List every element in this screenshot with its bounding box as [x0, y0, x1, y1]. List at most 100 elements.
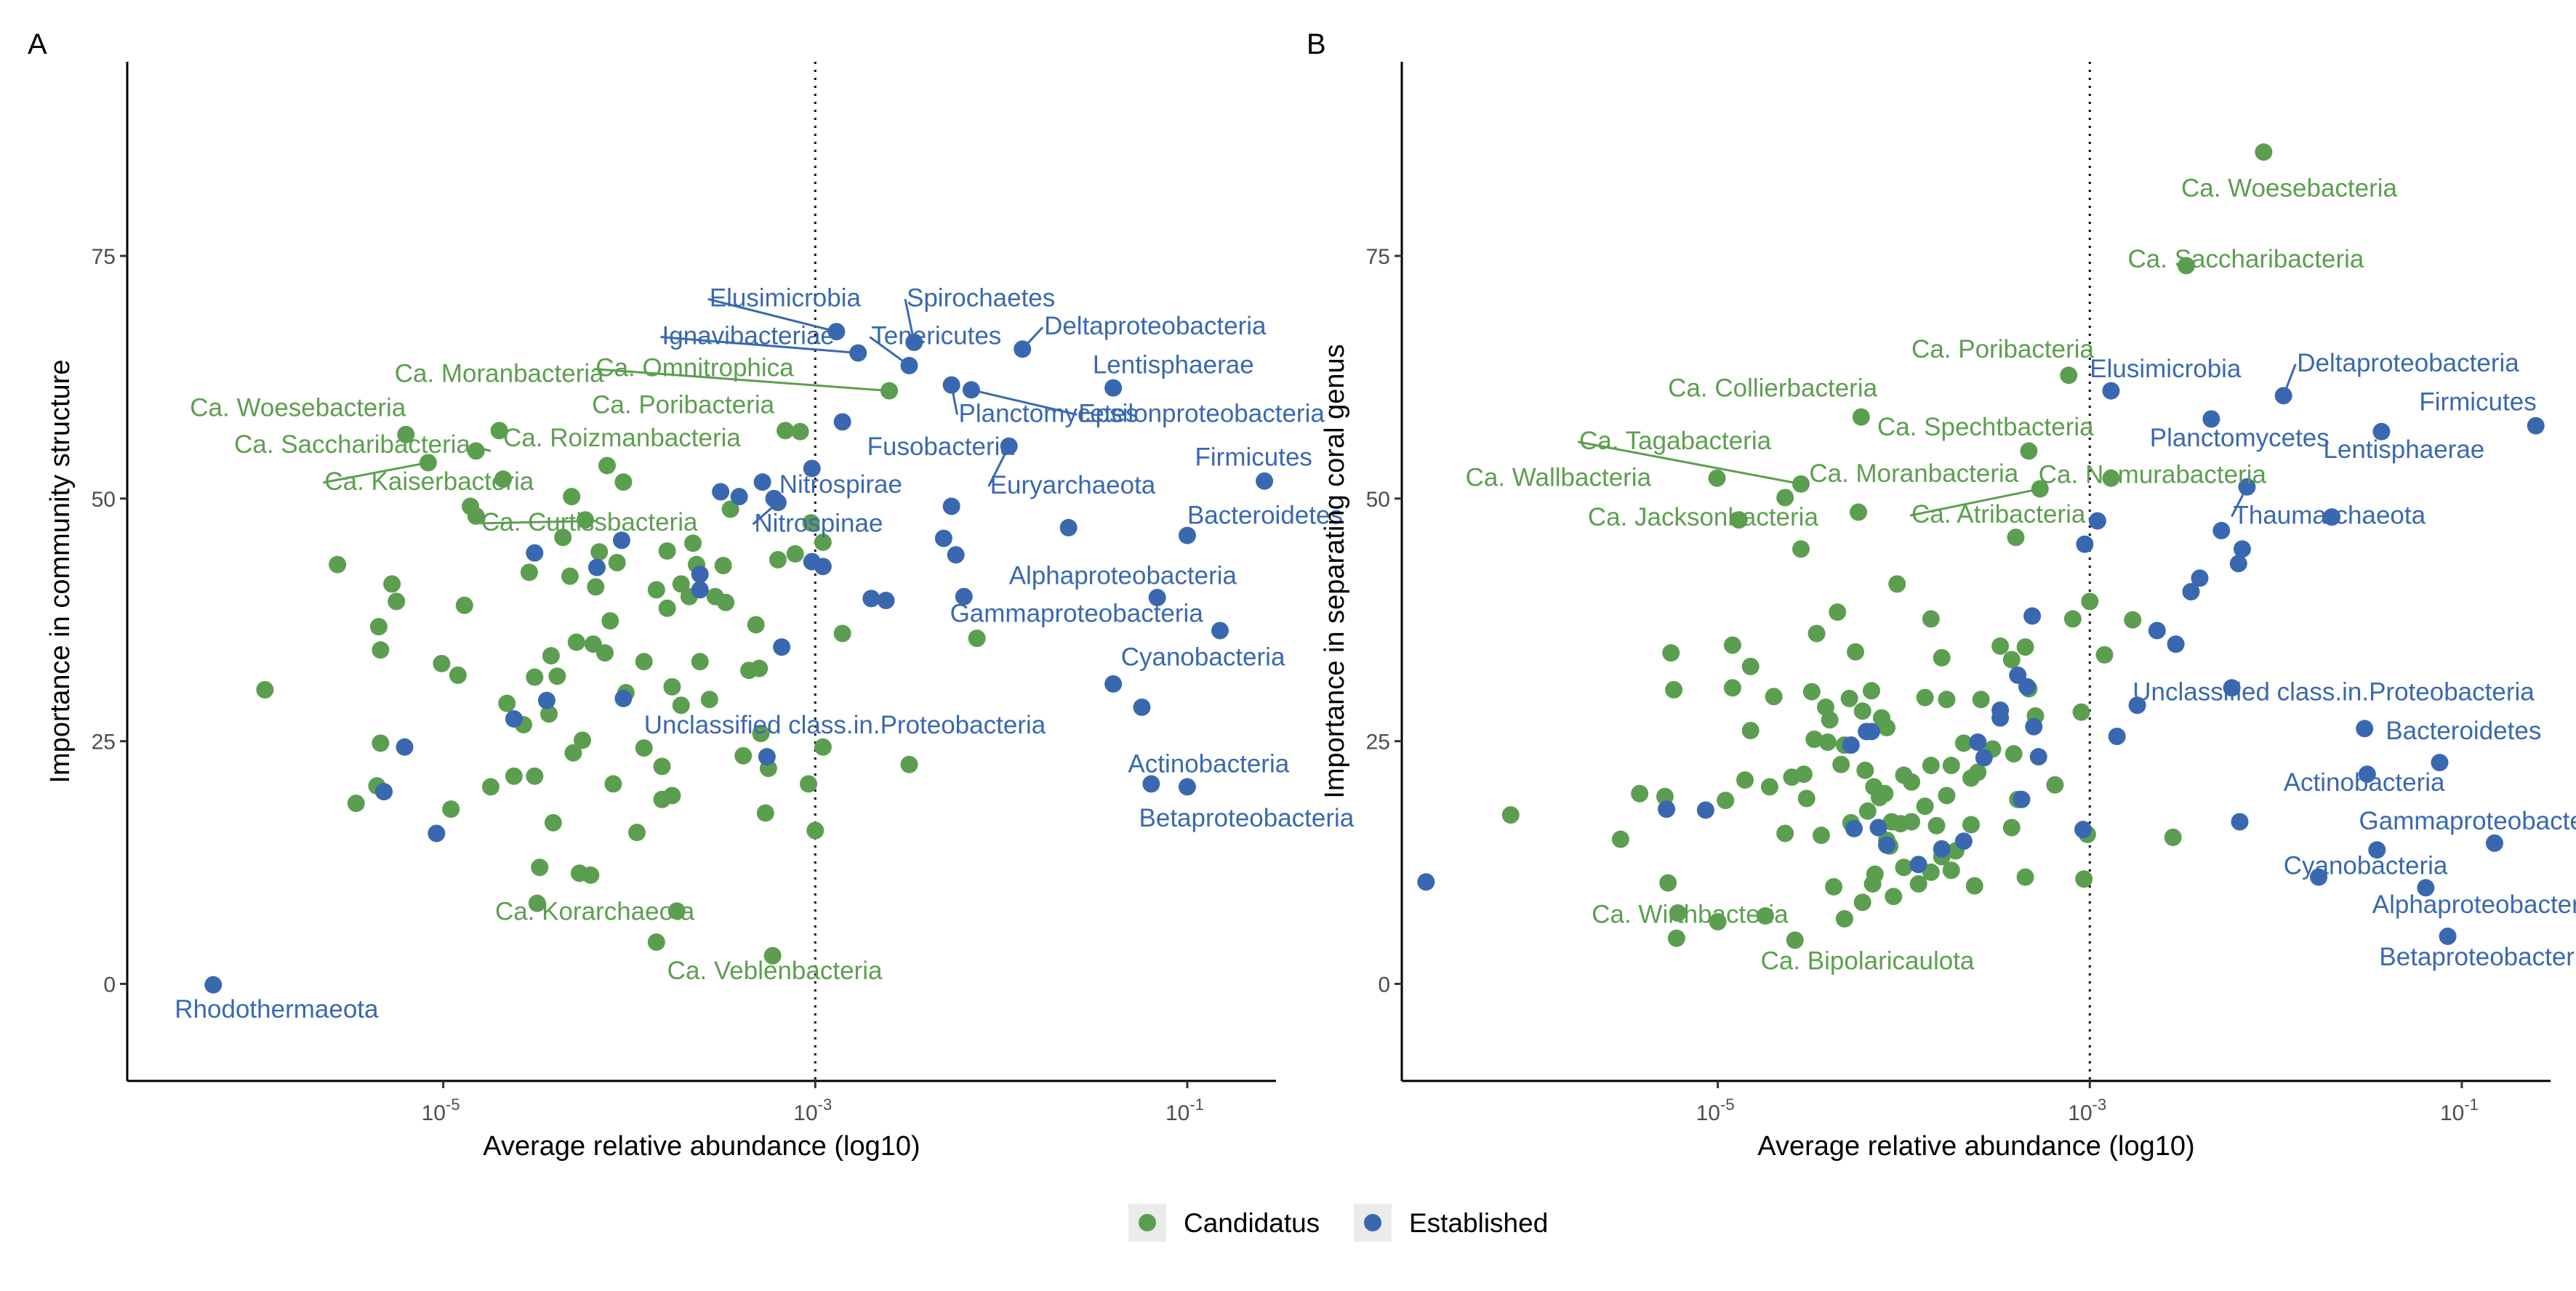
point-established [955, 587, 973, 606]
point-label: Alphaproteobacteria [2372, 890, 2576, 919]
point-candidatus [1962, 769, 1981, 787]
point-candidatus [455, 596, 473, 614]
point-candidatus [505, 767, 523, 785]
point-candidatus [372, 641, 390, 659]
point-label: Fusobacteria [867, 433, 1015, 461]
point-established [2229, 555, 2247, 573]
point-candidatus [1991, 637, 2010, 655]
point-candidatus [2046, 776, 2064, 794]
point-label: Betaproteobacteria [1139, 804, 1355, 832]
point-candidatus [490, 422, 508, 440]
point-candidatus [880, 382, 899, 400]
point-established [1658, 800, 1676, 819]
point-candidatus [2081, 592, 2099, 611]
point-established [204, 976, 222, 994]
point-candidatus [1916, 688, 1934, 707]
point-established [1991, 701, 2010, 719]
point-candidatus [1501, 806, 1520, 824]
x-tick-exponent: -1 [2464, 1095, 2479, 1114]
point-candidatus [1965, 877, 1983, 895]
y-tick-label: 25 [1366, 731, 1390, 755]
point-established [526, 544, 544, 562]
point-candidatus [419, 454, 437, 472]
point-established [1933, 840, 1951, 858]
point-label: Ca. Spechtbacteria [1877, 413, 2094, 441]
point-established [1000, 437, 1018, 455]
point-established [2485, 834, 2503, 852]
point-established [2023, 607, 2042, 625]
point-candidatus [561, 567, 579, 585]
point-established [814, 558, 832, 576]
point-established [1104, 675, 1123, 693]
point-label: Euryarchaeota [990, 471, 1156, 499]
x-tick-label: 10-5 [1696, 1095, 1735, 1125]
point-established [2238, 478, 2256, 496]
point-label: Ca. Curtissbacteria [481, 508, 698, 536]
point-candidatus [1903, 813, 1921, 831]
point-established [712, 483, 730, 501]
point-candidatus [1665, 680, 1683, 699]
point-established [2368, 841, 2386, 859]
point-candidatus [1909, 874, 1927, 893]
point-candidatus [1903, 773, 1921, 791]
point-candidatus [1972, 691, 1990, 709]
point-candidatus [2063, 610, 2082, 628]
point-candidatus [604, 775, 622, 793]
point-established [1142, 775, 1160, 793]
point-label: Bacteroidetes [1187, 502, 1343, 530]
point-established [537, 691, 555, 709]
point-established [2074, 821, 2093, 839]
point-candidatus [833, 624, 851, 643]
annotation-leader [660, 336, 859, 355]
point-candidatus [467, 442, 485, 460]
point-candidatus [567, 633, 585, 651]
point-candidatus [1656, 787, 1674, 805]
point-candidatus [2002, 819, 2021, 837]
point-candidatus [752, 724, 770, 742]
point-candidatus [1818, 733, 1837, 752]
point-candidatus [1922, 757, 1940, 775]
point-label: Lentisphaerae [1093, 351, 1254, 379]
point-candidatus [769, 550, 787, 568]
point-label: Nitrospirae [779, 470, 902, 499]
x-tick-exponent: -5 [446, 1095, 460, 1114]
point-candidatus [1821, 711, 1839, 729]
point-candidatus [2020, 442, 2038, 460]
point-candidatus [2016, 868, 2034, 886]
y-tick-label: 75 [1366, 245, 1390, 269]
point-established [2029, 748, 2047, 766]
point-candidatus [528, 894, 546, 912]
point-candidatus [383, 575, 401, 593]
point-candidatus [614, 473, 633, 491]
y-tick-label: 0 [1378, 973, 1390, 997]
point-label: Ca. Veblenbacteria [667, 957, 883, 985]
point-candidatus [628, 824, 646, 842]
point-candidatus [494, 470, 513, 488]
point-label: Spirochaetes [907, 283, 1055, 312]
point-label: Ca. Atribacteria [1911, 500, 2086, 528]
point-label: Gammaproteobacteria [2359, 807, 2576, 835]
annotation-leader [594, 368, 890, 393]
point-label: Elusimicrobia [2090, 355, 2242, 383]
point-established [2108, 727, 2126, 745]
point-candidatus [1741, 721, 1760, 739]
point-candidatus [1741, 657, 1760, 675]
x-tick-exponent: -5 [1720, 1095, 1735, 1114]
point-candidatus [1878, 718, 1896, 736]
point-established [942, 376, 960, 394]
point-candidatus [700, 691, 718, 709]
point-candidatus [481, 778, 499, 796]
point-candidatus [2102, 469, 2120, 487]
point-candidatus [1856, 761, 1874, 779]
point-candidatus [1835, 910, 1853, 928]
point-candidatus [1802, 683, 1821, 701]
point-candidatus [442, 800, 460, 819]
point-established [2009, 666, 2027, 684]
point-label: Elusimicrobia [710, 283, 862, 312]
point-candidatus [388, 592, 406, 611]
point-candidatus [1888, 575, 1906, 593]
point-candidatus [747, 616, 765, 634]
point-candidatus [608, 553, 626, 571]
point-candidatus [2005, 745, 2023, 763]
